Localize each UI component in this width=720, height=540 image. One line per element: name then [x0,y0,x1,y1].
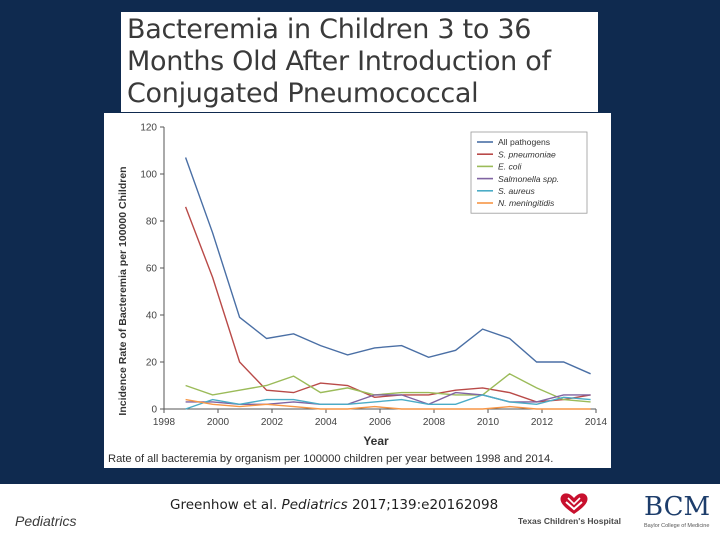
y-axis-label: Incidence Rate of Bacteremia per 100000 … [117,166,129,415]
footer-journal-label: Pediatrics [15,513,77,529]
axes: 0 20 40 60 80 100 120 1998 2000 2002 2004 2006 2008 2… [140,123,607,429]
series-line-n-meningitidis [185,398,591,410]
x-tick-label: 2004 [315,417,338,428]
x-tick-label: 2008 [423,417,446,428]
title-box: Bacteremia in Children 3 to 36 Months Ol… [121,12,598,141]
legend-label: S. aureus [498,186,535,196]
citation: Greenhow et al. Pediatrics 2017;139:e201… [170,497,498,513]
x-tick-label: 2000 [207,417,230,428]
x-tick-label: 2014 [585,417,608,428]
legend: All pathogens S. pneumoniae E. coli Salmone… [470,131,588,214]
series-line-salmonella-spp [185,391,591,406]
texas-childrens-logo: Texas Children's Hospital [518,490,634,532]
chart-panel: 0 20 40 60 80 100 120 1998 2000 2002 2004 2006 2008 2… [104,113,611,468]
legend-label: Salmonella spp. [498,174,559,184]
series-line-all-pathogens [184,157,591,375]
series-line-e-coli [185,372,591,403]
y-tick-label: 0 [151,405,157,416]
figure-caption-box: Rate of all bacteremia by organism per 1… [104,452,611,468]
y-tick-label: 120 [140,123,157,134]
legend-label: All pathogens [498,137,550,147]
citation-authors: Greenhow et al. [170,497,278,513]
legend-box [470,131,588,214]
heart-hands-logo-icon [560,493,588,514]
bcm-logo-mark: BCM [644,492,711,522]
x-tick-label: 2006 [369,417,392,428]
x-tick-label: 2002 [261,417,284,428]
legend-label: N. meningitidis [498,198,555,208]
x-tick-label: 2010 [477,417,500,428]
bcm-logo: BCM Baylor College of Medicine [640,492,716,532]
figure-caption: Rate of all bacteremia by organism per 1… [108,453,554,465]
texas-childrens-logo-text: Texas Children's Hospital [518,516,621,526]
x-tick-label: 2012 [531,417,554,428]
series-lines [184,157,591,410]
series-line-s-aureus [185,394,591,410]
y-tick-label: 40 [146,311,158,322]
legend-label: S. pneumoniae [498,149,556,159]
x-tick-label: 1998 [153,417,176,428]
x-axis-label: Year [363,434,389,448]
bcm-logo-subtext: Baylor College of Medicine [644,523,710,529]
citation-journal: Pediatrics [281,497,348,513]
y-tick-label: 100 [140,170,157,181]
y-tick-label: 20 [146,358,158,369]
citation-ref: 2017;139:e20162098 [351,497,499,513]
y-tick-label: 80 [146,217,158,228]
y-tick-label: 60 [146,264,158,275]
line-chart: 0 20 40 60 80 100 120 1998 2000 2002 2004 2006 2008 2… [117,123,608,449]
series-line-s-pneumoniae [184,206,591,403]
legend-label: E. coli [498,162,522,172]
